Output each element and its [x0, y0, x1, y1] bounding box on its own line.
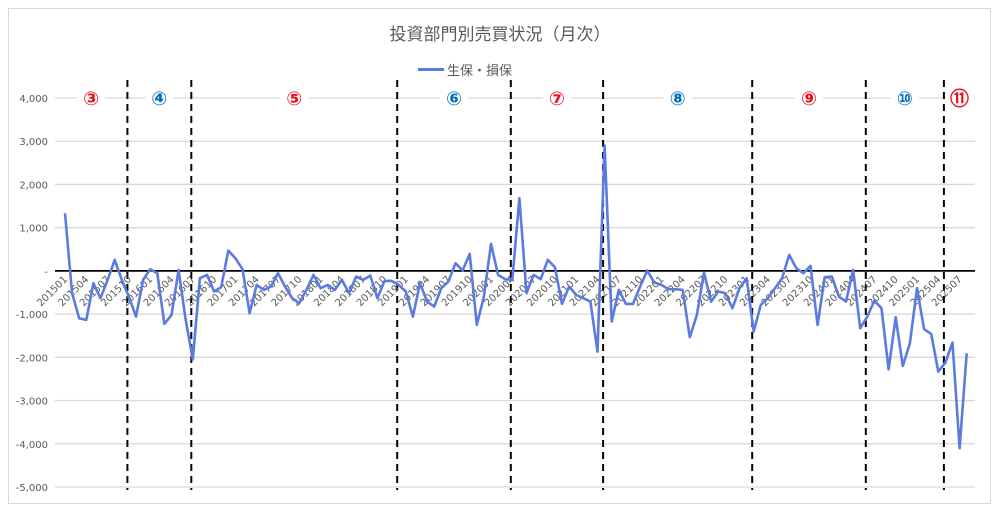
y-tick-label: -4,000: [16, 440, 48, 451]
y-tick-label: -: [44, 267, 48, 278]
legend-swatch: [418, 68, 444, 71]
annotation-bg: [663, 88, 692, 108]
annotation-bg: [945, 88, 974, 108]
period-label: ⑪: [950, 87, 969, 110]
period-label: ⑦: [549, 88, 565, 110]
annotation-bg: [77, 88, 106, 108]
y-tick-label: -5,000: [16, 483, 48, 494]
annotation-bg: [795, 88, 823, 108]
annotation-bg: [440, 88, 468, 108]
chart-frame: [8, 8, 991, 504]
y-tick-label: -1,000: [16, 310, 48, 321]
y-tick-label: -3,000: [16, 397, 48, 408]
period-label: ⑤: [286, 88, 302, 110]
period-label: ⑧: [670, 88, 686, 110]
annotation-bg: [145, 88, 174, 108]
y-tick-label: 1,000: [19, 224, 48, 235]
y-tick-label: -2,000: [16, 353, 48, 364]
y-tick-label: 2,000: [19, 180, 48, 191]
period-label: ③: [83, 88, 99, 110]
period-label: ⑩: [897, 88, 913, 110]
chart-title: 投資部門別売買状況（月次）: [389, 25, 611, 45]
legend: 生保・損保: [418, 60, 512, 79]
series-line: [63, 144, 968, 450]
y-tick-label: 3,000: [19, 137, 48, 148]
period-label: ④: [151, 88, 167, 110]
annotation-bg: [280, 88, 309, 108]
period-label: ⑨: [801, 88, 817, 110]
annotation-bg: [890, 88, 919, 108]
period-label: ⑥: [446, 88, 462, 110]
y-tick-label: 4,000: [19, 94, 48, 105]
legend-label: 生保・損保: [447, 64, 513, 79]
annotation-bg: [542, 88, 571, 108]
